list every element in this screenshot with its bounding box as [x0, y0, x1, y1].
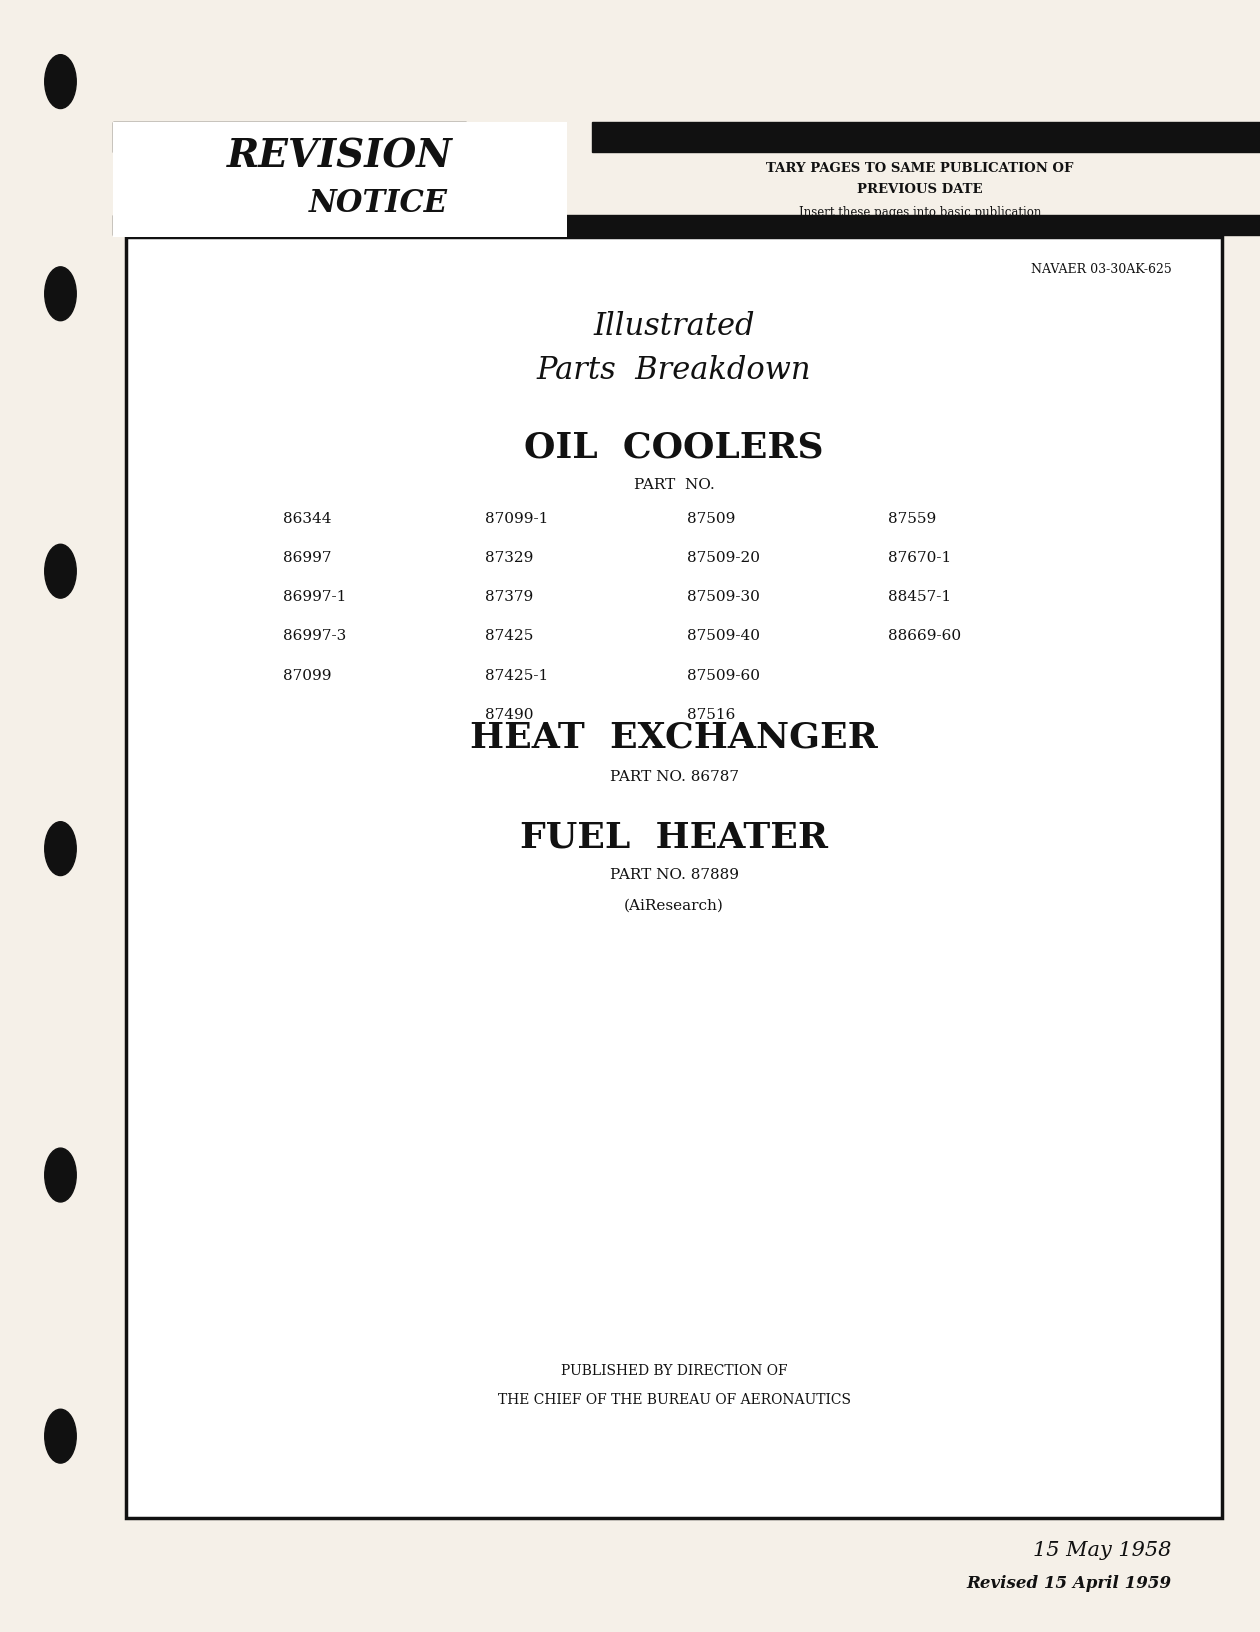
Text: 87509-20: 87509-20: [687, 552, 760, 565]
Text: 87509-60: 87509-60: [687, 669, 760, 682]
Ellipse shape: [45, 545, 77, 599]
Text: PART  NO.: PART NO.: [634, 478, 714, 491]
Text: 87099-1: 87099-1: [485, 512, 548, 526]
Text: 86997-3: 86997-3: [284, 630, 346, 643]
Text: Parts  Breakdown: Parts Breakdown: [537, 356, 811, 385]
Text: 87509-30: 87509-30: [687, 591, 760, 604]
Text: PUBLISHED BY DIRECTION OF: PUBLISHED BY DIRECTION OF: [561, 1364, 788, 1377]
Text: PART NO. 86787: PART NO. 86787: [610, 770, 738, 783]
Text: 87509: 87509: [687, 512, 735, 526]
Text: 86344: 86344: [284, 512, 331, 526]
Ellipse shape: [45, 54, 77, 109]
Text: HEAT  EXCHANGER: HEAT EXCHANGER: [470, 721, 878, 754]
Text: OIL  COOLERS: OIL COOLERS: [524, 431, 824, 463]
Text: THE CHIEF OF THE BUREAU OF AERONAUTICS: THE CHIEF OF THE BUREAU OF AERONAUTICS: [498, 1394, 850, 1407]
Text: 87379: 87379: [485, 591, 533, 604]
FancyBboxPatch shape: [126, 237, 1222, 1518]
Text: (AiResearch): (AiResearch): [624, 899, 724, 912]
Polygon shape: [113, 122, 567, 237]
Text: REVISION: REVISION: [227, 137, 454, 176]
Text: PART NO. 87889: PART NO. 87889: [610, 868, 738, 881]
Text: FUEL  HEATER: FUEL HEATER: [520, 821, 828, 854]
Text: TARY PAGES TO SAME PUBLICATION OF: TARY PAGES TO SAME PUBLICATION OF: [766, 162, 1074, 175]
Text: 87559: 87559: [888, 512, 936, 526]
Text: 87516: 87516: [687, 708, 735, 721]
Text: THESE ARE SUPERSEDING OR SUPPLEMEN-: THESE ARE SUPERSEDING OR SUPPLEMEN-: [750, 140, 1090, 153]
Text: 15 May 1958: 15 May 1958: [1033, 1541, 1172, 1560]
Text: NAVAER 03-30AK-625: NAVAER 03-30AK-625: [1031, 263, 1172, 276]
Text: 87509-40: 87509-40: [687, 630, 760, 643]
Ellipse shape: [45, 1149, 77, 1201]
Text: NOTICE: NOTICE: [309, 189, 447, 219]
Text: PREVIOUS DATE: PREVIOUS DATE: [857, 183, 983, 196]
Ellipse shape: [45, 1408, 77, 1462]
Text: 87490: 87490: [485, 708, 533, 721]
Text: Illustrated: Illustrated: [593, 312, 755, 341]
Text: 86997-1: 86997-1: [284, 591, 346, 604]
Ellipse shape: [45, 823, 77, 875]
Text: Destroy superseded pages: Destroy superseded pages: [840, 224, 999, 237]
Text: 87425: 87425: [485, 630, 533, 643]
Text: 87670-1: 87670-1: [888, 552, 951, 565]
Text: 88669-60: 88669-60: [888, 630, 961, 643]
Text: Revised 15 April 1959: Revised 15 April 1959: [966, 1575, 1172, 1591]
FancyArrow shape: [113, 122, 466, 152]
Text: 86997: 86997: [284, 552, 331, 565]
Text: 87099: 87099: [284, 669, 331, 682]
Text: 87425-1: 87425-1: [485, 669, 548, 682]
Text: 87329: 87329: [485, 552, 533, 565]
Text: 88457-1: 88457-1: [888, 591, 951, 604]
Ellipse shape: [45, 266, 77, 322]
FancyArrow shape: [592, 122, 1260, 152]
Text: Insert these pages into basic publication: Insert these pages into basic publicatio…: [799, 206, 1041, 219]
FancyArrow shape: [113, 215, 1260, 235]
